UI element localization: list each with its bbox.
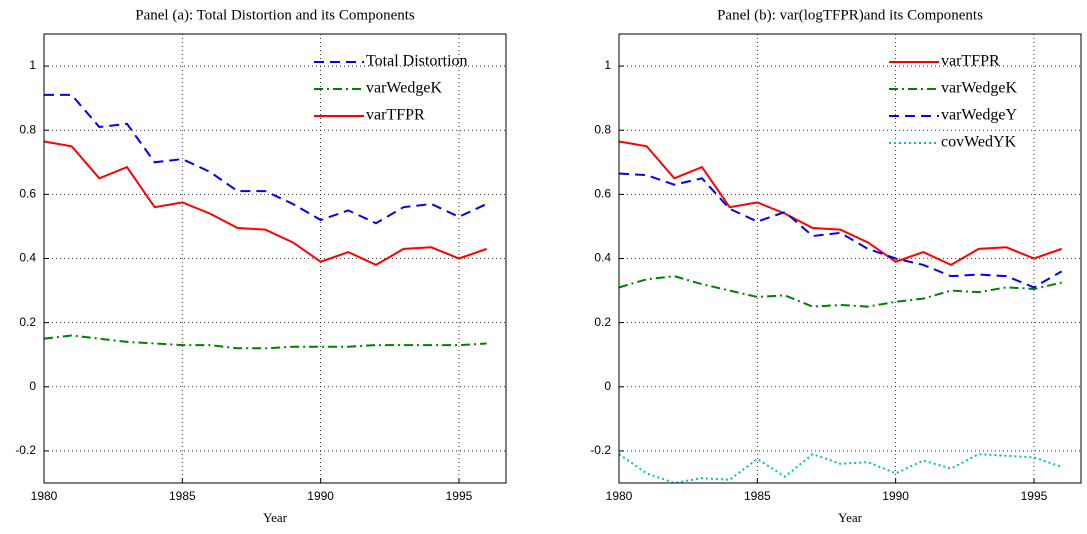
x-tick-label: 1985 — [169, 489, 196, 503]
y-tick-label: -0.2 — [15, 443, 36, 457]
chart-title: Panel (b): var(logTFPR)and its Component… — [717, 7, 983, 23]
axes-frame — [618, 33, 1082, 484]
panel: Panel (a): Total Distortion and its Comp… — [15, 7, 507, 525]
legend-label: varTFPR — [366, 107, 425, 124]
series-line — [619, 140, 1062, 267]
series-line — [619, 453, 1062, 483]
y-tick-label: 0.6 — [19, 187, 36, 201]
series-line — [44, 140, 487, 267]
y-tick-label: 0.6 — [594, 187, 611, 201]
x-axis-label: Year — [838, 510, 863, 525]
legend-label: varWedgeK — [941, 80, 1017, 97]
y-tick-label: 0.4 — [19, 251, 36, 265]
x-tick-label: 1980 — [31, 489, 58, 503]
y-tick-label: 0.4 — [594, 251, 611, 265]
series-line — [619, 172, 1063, 289]
x-tick-label: 1985 — [744, 489, 771, 503]
x-tick-label: 1990 — [307, 489, 334, 503]
series-line — [44, 93, 488, 225]
chart-title: Panel (a): Total Distortion and its Comp… — [135, 7, 415, 23]
x-tick-label: 1980 — [606, 489, 633, 503]
x-tick-label: 1990 — [882, 489, 909, 503]
y-tick-label: 1 — [604, 58, 611, 72]
legend-label: varWedgeK — [366, 80, 442, 97]
y-tick-label: 0 — [29, 379, 36, 393]
y-tick-label: 0.8 — [594, 122, 611, 136]
legend-label: Total Distortion — [366, 53, 468, 70]
x-tick-label: 1995 — [1021, 489, 1048, 503]
legend-label: varTFPR — [941, 53, 1000, 70]
y-tick-label: -0.2 — [590, 443, 611, 457]
y-tick-label: 0.2 — [19, 315, 36, 329]
axes-frame — [43, 33, 507, 484]
y-tick-label: 0 — [604, 379, 611, 393]
series-line — [44, 334, 487, 350]
y-tick-label: 1 — [29, 58, 36, 72]
y-tick-label: 0.2 — [594, 315, 611, 329]
x-tick-label: 1995 — [446, 489, 473, 503]
y-tick-label: 0.8 — [19, 122, 36, 136]
panel: Panel (b): var(logTFPR)and its Component… — [590, 7, 1082, 525]
legend-label: covWedYK — [941, 134, 1017, 151]
x-axis-label: Year — [263, 510, 288, 525]
legend-label: varWedgeY — [941, 107, 1017, 124]
